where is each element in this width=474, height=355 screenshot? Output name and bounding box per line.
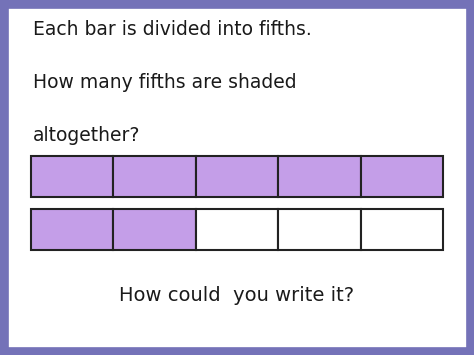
Text: How could  you write it?: How could you write it?: [119, 286, 355, 305]
Bar: [361, 156, 443, 197]
Bar: [196, 156, 278, 197]
Bar: [361, 209, 443, 250]
Bar: [196, 209, 278, 250]
Text: altogether?: altogether?: [33, 126, 141, 145]
Text: How many fifths are shaded: How many fifths are shaded: [33, 73, 297, 92]
Bar: [113, 156, 196, 197]
Bar: [31, 209, 113, 250]
Bar: [31, 156, 113, 197]
Bar: [278, 156, 361, 197]
Text: Each bar is divided into fifths.: Each bar is divided into fifths.: [33, 20, 312, 39]
Bar: [278, 209, 361, 250]
Bar: [113, 209, 196, 250]
